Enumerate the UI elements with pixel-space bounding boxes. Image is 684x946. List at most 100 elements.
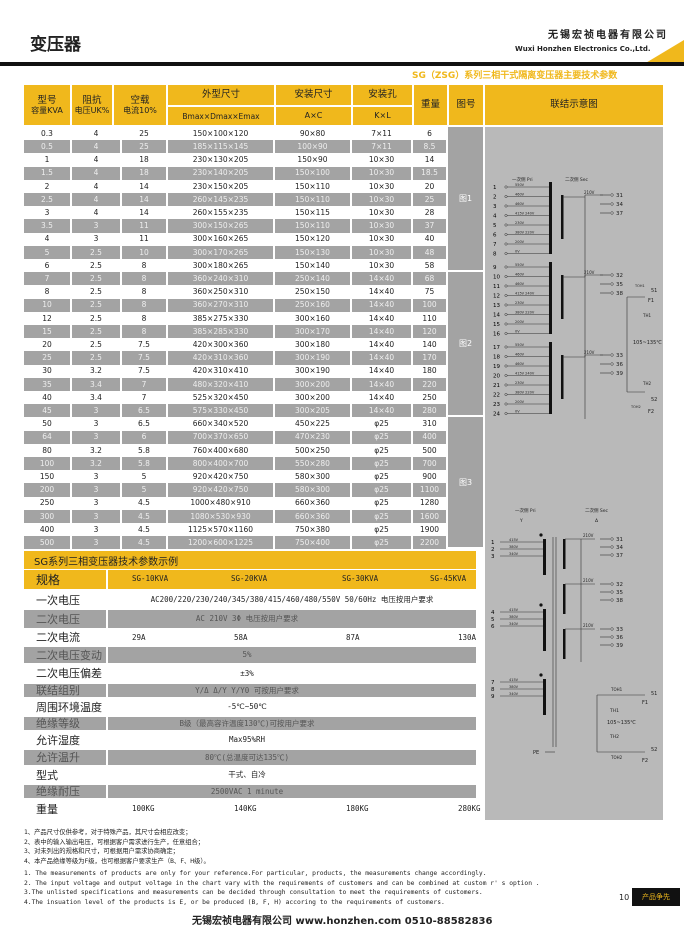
table-cell: 8 — [122, 272, 168, 286]
table-cell: φ25 — [352, 509, 413, 523]
table-cell: 14 — [413, 153, 448, 167]
terminal-icon — [610, 582, 614, 586]
table-cell: 18 — [122, 153, 168, 167]
table-cell: 360×270×310 — [168, 298, 275, 312]
header-dims: 外型尺寸 — [168, 85, 274, 105]
tap-voltage: 380V 220V — [515, 311, 535, 315]
table-cell: 14×40 — [352, 377, 413, 391]
terminal-icon — [610, 353, 614, 357]
table-row: 64 3 6 700×370×650 470×230 φ25 400 — [24, 430, 448, 444]
table-cell: φ25 — [352, 443, 413, 457]
table-cell: 14×40 — [352, 364, 413, 378]
spec-row: 二次电压变动 5% — [24, 647, 476, 663]
table-cell: 500 — [413, 443, 448, 457]
spec-row-label: 绝缘等级 — [24, 717, 108, 730]
terminal-icon — [504, 265, 508, 269]
figure-label: 图3 — [448, 417, 483, 550]
table-cell: 150×110 — [275, 193, 352, 207]
tap-voltage: 460V — [515, 202, 525, 206]
table-cell: 3 — [72, 496, 122, 510]
header-label: 阻抗 — [82, 94, 102, 106]
table-cell: 25 — [24, 351, 72, 365]
header-label: 电压UK% — [74, 105, 110, 115]
table-cell: 1 — [24, 153, 72, 167]
spec-value: 100KG — [132, 804, 155, 813]
spec-value: 29A — [132, 632, 146, 642]
table-cell: 3.2 — [72, 457, 122, 471]
table-cell: 12 — [24, 311, 72, 325]
core-bar — [549, 182, 552, 254]
table-cell: 920×420×750 — [168, 470, 275, 484]
table-cell: 150×120 — [275, 232, 352, 246]
tap-voltage: 340V — [509, 552, 519, 556]
terminal-icon — [610, 553, 614, 557]
table-cell: 14×40 — [352, 325, 413, 339]
table-cell: 7 — [24, 272, 72, 286]
table-cell: 1100 — [413, 483, 448, 497]
table-cell: 50 — [24, 417, 72, 431]
table-cell: 18 — [122, 166, 168, 180]
spec-row: 二次电压 AC 210V 3Φ 电压按用户要求 — [24, 610, 476, 628]
model-header: SG-45KVA — [430, 574, 467, 583]
table-cell: 6.5 — [122, 417, 168, 431]
table-cell: 58 — [413, 259, 448, 273]
table-cell: 3 — [72, 509, 122, 523]
table-cell: 185×115×145 — [168, 140, 275, 154]
table-cell: 10×30 — [352, 179, 413, 193]
table-cell: 1080×530×930 — [168, 509, 275, 523]
terminal-icon — [504, 242, 508, 246]
table-cell: 450×225 — [275, 417, 352, 431]
terminal-icon — [610, 598, 614, 602]
table-cell: 2 — [24, 179, 72, 193]
terminal-icon — [610, 282, 614, 286]
terminal-icon — [610, 202, 614, 206]
terminal-icon — [610, 371, 614, 375]
table-cell: 3.2 — [72, 443, 122, 457]
table-cell: 45 — [24, 404, 72, 418]
output-terminal: 37 — [616, 553, 623, 559]
table-cell: 14×40 — [352, 351, 413, 365]
table-cell: 5.8 — [122, 443, 168, 457]
table-cell: 150×100×120 — [168, 127, 275, 141]
toh-label: TOH2 — [630, 405, 641, 409]
table-cell: 3.5 — [24, 219, 72, 233]
table-cell: φ25 — [352, 483, 413, 497]
table-cell: 300×180 — [275, 338, 352, 352]
tap-voltage: 380V — [509, 545, 519, 549]
table-cell: 14 — [122, 179, 168, 193]
tap-voltage: 380V 220V — [515, 391, 535, 395]
fuse-label: F2 — [648, 409, 654, 415]
spec-row-label: 重量 — [24, 798, 108, 820]
secondary-coil — [563, 629, 566, 659]
tap-voltage: 230V — [515, 301, 525, 305]
table-cell: 550×280 — [275, 457, 352, 471]
terminal-label: 51 — [651, 288, 657, 294]
table-cell: 420×310×360 — [168, 351, 275, 365]
table-row: 40 3.4 7 525×320×450 300×200 14×40 250 — [24, 391, 448, 405]
spec-row-label: 周围环境温度 — [24, 697, 108, 717]
header-model: 型号 容量KVA — [24, 85, 70, 125]
table-cell: 2.5 — [72, 311, 122, 325]
table-cell: 300×180×265 — [168, 259, 275, 273]
table-cell: 40 — [413, 232, 448, 246]
table-cell: 300×170 — [275, 325, 352, 339]
terminal-number: 5 — [491, 617, 495, 623]
table-cell: 150×110 — [275, 179, 352, 193]
table-cell: 7.5 — [122, 351, 168, 365]
table-cell: 14 — [122, 193, 168, 207]
terminal-number: 6 — [491, 624, 495, 630]
table-cell: 1900 — [413, 523, 448, 537]
tap-voltage: 415V 240V — [515, 212, 535, 216]
table-cell: 300×150×265 — [168, 219, 275, 233]
terminal-icon — [504, 185, 508, 189]
header-hole: 安装孔 — [353, 85, 412, 105]
terminal-number: 7 — [493, 242, 497, 248]
table-cell: 35 — [24, 377, 72, 391]
table-cell: 20 — [24, 338, 72, 352]
polarity-dot — [539, 603, 543, 607]
output-terminal: 32 — [616, 582, 623, 588]
spec-row: 重量 100KG 140KG 180KG 280KG — [24, 798, 481, 820]
output-terminal: 35 — [616, 590, 623, 596]
terminal-icon — [610, 590, 614, 594]
table-row: 1.5 4 18 230×140×205 150×100 10×30 18.5 — [24, 166, 448, 180]
